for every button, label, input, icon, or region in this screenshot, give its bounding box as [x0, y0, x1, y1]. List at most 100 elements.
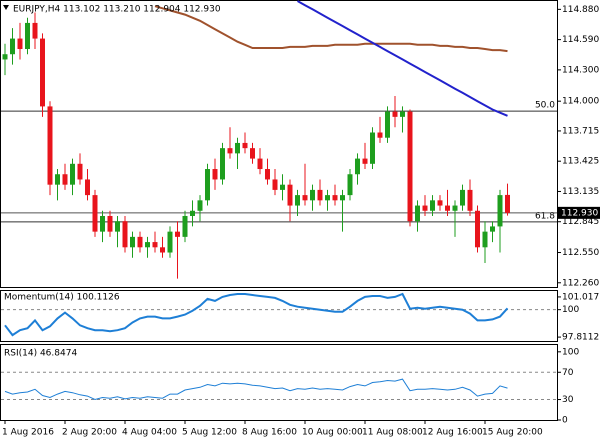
candle-body [115, 221, 120, 232]
candle-body [340, 195, 345, 201]
candle-body [332, 195, 338, 201]
candle-body [257, 158, 263, 170]
candle-body [130, 236, 135, 248]
candle-body [310, 189, 315, 201]
candle-body [407, 111, 413, 222]
y-tick-label: 114.300 [562, 65, 599, 75]
candle-body [505, 194, 510, 213]
x-tick-label: 12 Aug 16:00 [422, 428, 483, 438]
y-tick-label: 70 [562, 368, 574, 378]
y-tick-label: 114.000 [562, 97, 599, 107]
candle-body [400, 111, 405, 117]
candle-body [370, 132, 375, 164]
momentum-panel [0, 290, 558, 342]
y-tick-label: 97.8112 [562, 333, 599, 343]
candle-body [385, 111, 390, 138]
candle-body [227, 148, 233, 154]
candle-body [235, 142, 240, 154]
y-tick-label: 114.590 [562, 35, 599, 45]
moving-average [154, 5, 508, 53]
candle-body [197, 200, 203, 211]
candle-body [325, 195, 330, 201]
momentum-title: Momentum(14) 100.1126 [4, 293, 120, 303]
candle-body [422, 205, 428, 211]
price-panel [0, 0, 558, 288]
x-tick-label: 5 Aug 12:00 [182, 428, 237, 438]
candle-body [182, 215, 188, 237]
candle-body [77, 163, 83, 180]
candle-body [392, 111, 398, 117]
candle-body [2, 54, 8, 60]
x-tick-label: 11 Aug 08:00 [362, 428, 423, 438]
candle-body [497, 195, 503, 227]
candle-body [190, 210, 195, 216]
candle-body [55, 174, 60, 185]
candle-body [17, 38, 23, 50]
fib-level-label: 50.0 [535, 101, 555, 111]
x-tick-label: 15 Aug 20:00 [482, 428, 543, 438]
menu-triangle [3, 5, 9, 10]
x-tick-label: 4 Aug 04:00 [122, 428, 177, 438]
candle-body [205, 169, 210, 201]
candle-body [137, 236, 143, 248]
y-tick-label: 100 [562, 305, 579, 315]
candle-body [430, 200, 435, 211]
candle-body [280, 184, 285, 190]
x-tick-label: 8 Aug 16:00 [242, 428, 297, 438]
candle-body [25, 22, 30, 50]
y-tick-label: 0 [562, 416, 568, 426]
y-tick-label: 100 [562, 347, 579, 357]
candle-body [415, 205, 420, 222]
candle-body [452, 205, 458, 211]
candle-body [32, 22, 38, 39]
candle-body [302, 195, 308, 201]
candle-body [482, 231, 488, 248]
y-tick-label: 112.550 [562, 248, 599, 258]
x-tick-label: 2 Aug 20:00 [62, 428, 117, 438]
candle-body [160, 247, 165, 253]
indicator-line [4, 292, 509, 337]
candle-body [287, 184, 293, 206]
candle-body [70, 163, 75, 185]
y-tick-label: 113.715 [562, 126, 599, 136]
y-tick-label: 113.135 [562, 187, 599, 197]
candle-body [212, 169, 218, 180]
candle-body [107, 215, 113, 232]
candle-body [272, 179, 278, 190]
candle-body [152, 242, 158, 248]
candle-body [220, 148, 225, 180]
candle-body [167, 231, 173, 253]
candle-body [10, 38, 15, 55]
candle-body [40, 38, 45, 107]
candle-body [467, 189, 473, 211]
candle-body [100, 215, 105, 232]
candle-body [475, 210, 480, 248]
y-tick-label: 30 [562, 395, 574, 405]
candle-body [445, 205, 450, 211]
candle-body [175, 231, 180, 237]
candle-body [317, 189, 323, 201]
x-tick-label: 10 Aug 00:00 [302, 428, 363, 438]
candle-body [47, 106, 53, 185]
rsi-title: RSI(14) 46.8474 [4, 349, 77, 359]
x-tick-label: 1 Aug 2016 [2, 428, 54, 438]
candle-body [490, 226, 495, 232]
candle-body [362, 158, 368, 164]
rsi-panel [0, 344, 558, 421]
y-tick-label: 113.425 [562, 157, 599, 167]
candle-body [62, 174, 68, 185]
last-price-box [558, 206, 600, 219]
candle-body [377, 132, 383, 138]
fib-level-label: 61.8 [535, 211, 555, 221]
candle-body [347, 174, 353, 196]
candle-body [265, 169, 270, 180]
candle-body [145, 242, 150, 248]
candle-body [355, 158, 360, 175]
moving-average [297, 0, 508, 117]
candle-body [92, 195, 98, 232]
y-tick-label: 112.260 [562, 278, 599, 288]
candle-body [460, 189, 465, 206]
last-price-label: 112.930 [561, 208, 598, 218]
